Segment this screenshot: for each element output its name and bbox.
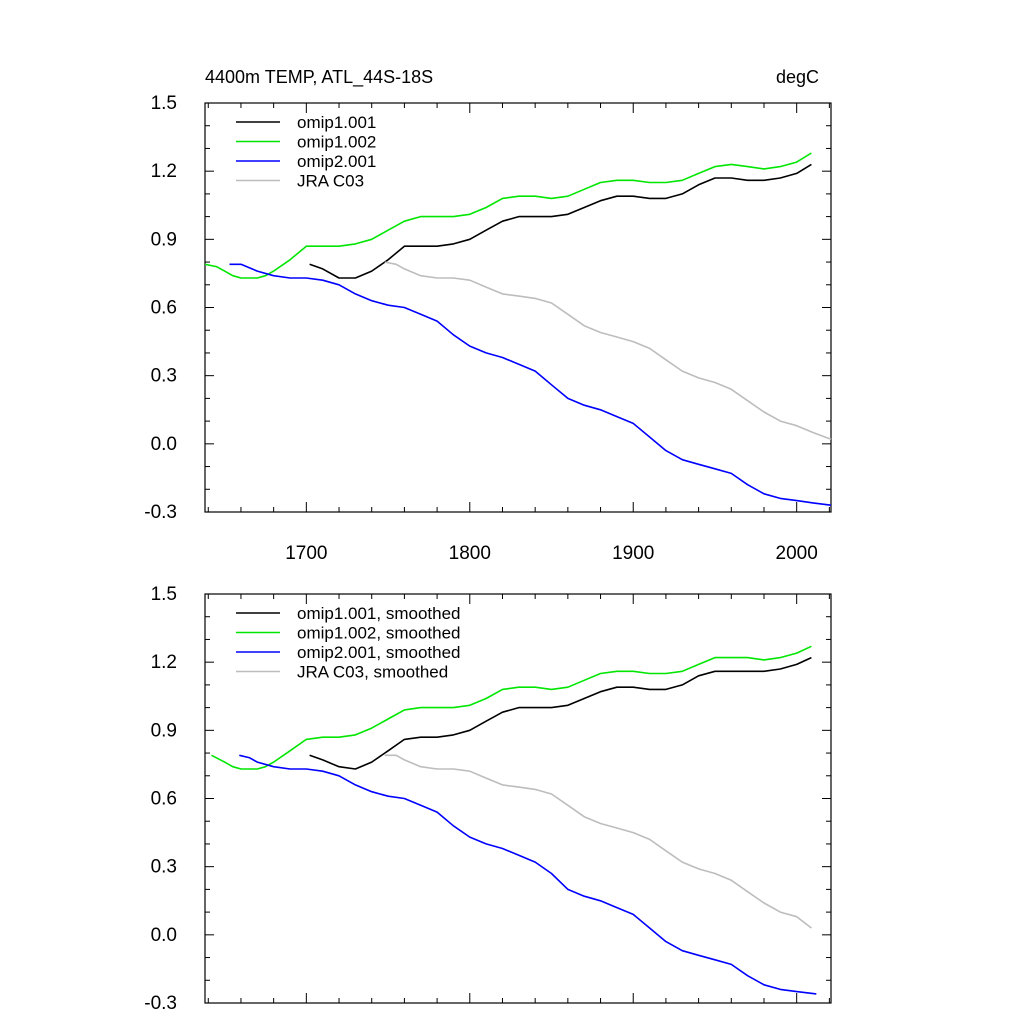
bottom-panel-chart: -0.3 0.0 0.3 0.6 0.9 1.2 1.5 omip1.001, smoothe… bbox=[144, 584, 832, 1014]
y-tick-label: 0.9 bbox=[151, 229, 177, 250]
legend-label: omip2.001 bbox=[297, 152, 376, 171]
series-line-1 bbox=[204, 152, 812, 279]
series-line-2 bbox=[239, 754, 817, 995]
series-line-0 bbox=[309, 656, 812, 770]
legend-label: omip1.002 bbox=[297, 133, 376, 152]
series-line-3 bbox=[384, 754, 812, 929]
y-tick-label: 0.0 bbox=[151, 434, 177, 455]
y-tick-label: -0.3 bbox=[144, 502, 177, 523]
y-tick-label: 0.3 bbox=[151, 366, 177, 387]
legend-label: omip1.001, smoothed bbox=[297, 604, 461, 623]
series-line-2 bbox=[229, 263, 832, 506]
legend-label: omip2.001, smoothed bbox=[297, 643, 461, 662]
y-tick-label: 0.0 bbox=[151, 925, 177, 946]
y-tick-label: 1.2 bbox=[151, 652, 177, 673]
series-line-3 bbox=[384, 261, 832, 441]
x-tick-label: 2000 bbox=[776, 543, 818, 564]
y-tick-label: 0.6 bbox=[151, 789, 177, 810]
y-tick-label: 1.5 bbox=[151, 93, 177, 114]
top-chart-units: degC bbox=[776, 67, 819, 87]
x-tick-label: 1700 bbox=[285, 543, 327, 564]
y-tick-label: -0.3 bbox=[144, 993, 177, 1014]
top-panel-chart: 4400m TEMP, ATL_44S-18S degC -0.3 0.0 0.3 0… bbox=[144, 67, 832, 564]
y-tick-label: 0.3 bbox=[151, 857, 177, 878]
y-tick-label: 0.9 bbox=[151, 720, 177, 741]
y-tick-label: 1.2 bbox=[151, 161, 177, 182]
y-tick-label: 1.5 bbox=[151, 584, 177, 605]
y-tick-label: 0.6 bbox=[151, 298, 177, 319]
legend-label: omip1.002, smoothed bbox=[297, 624, 461, 643]
x-tick-label: 1900 bbox=[612, 543, 654, 564]
top-chart-title: 4400m TEMP, ATL_44S-18S bbox=[205, 67, 433, 88]
series-line-1 bbox=[211, 645, 812, 770]
x-tick-label: 1800 bbox=[449, 543, 491, 564]
legend-label: JRA C03, smoothed bbox=[297, 663, 448, 682]
series-line-0 bbox=[309, 163, 812, 279]
legend-label: JRA C03 bbox=[297, 172, 364, 191]
legend-label: omip1.001 bbox=[297, 113, 376, 132]
